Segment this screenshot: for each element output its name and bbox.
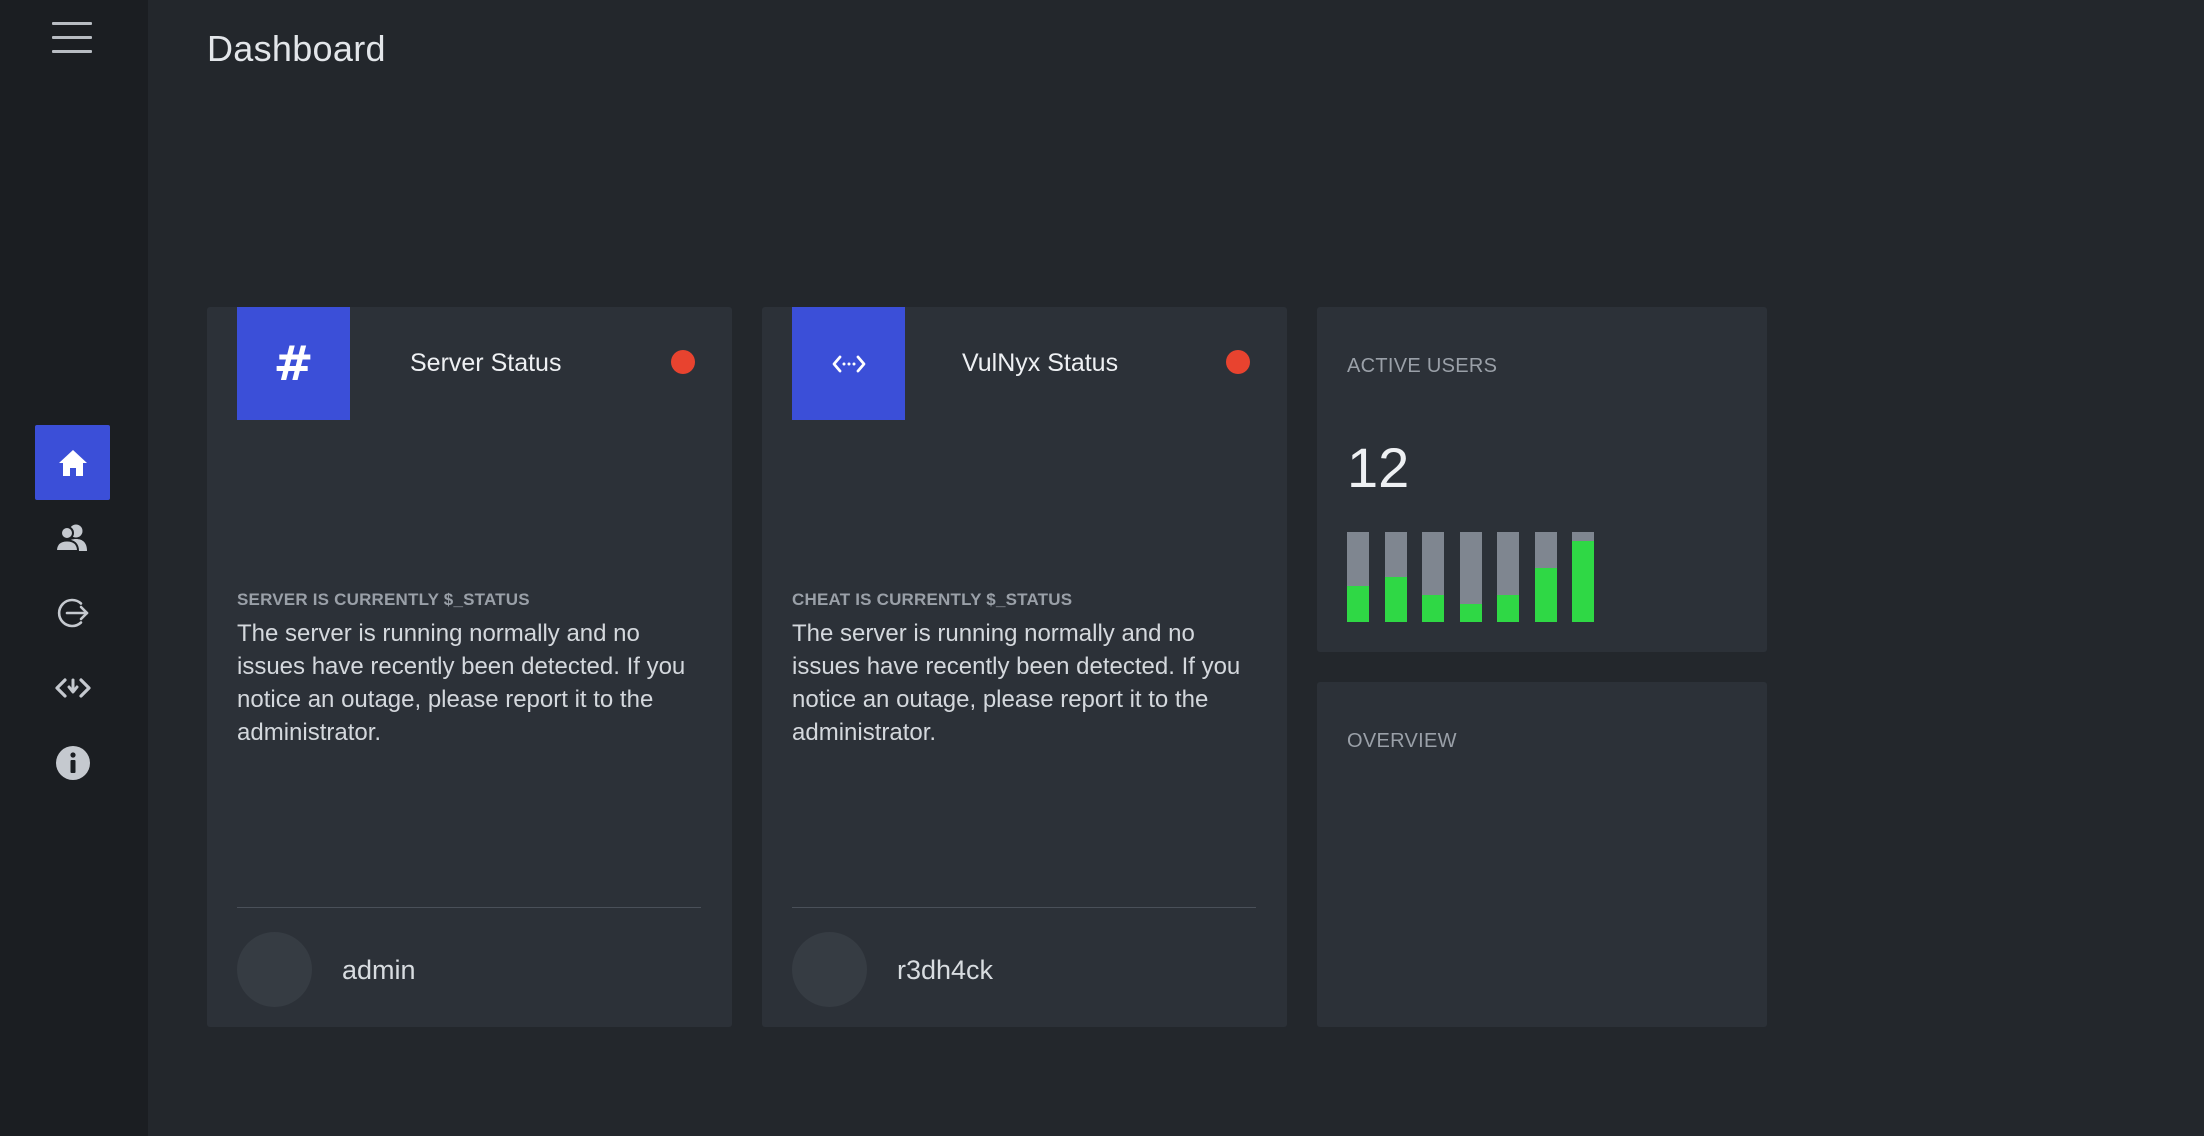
hamburger-menu-icon[interactable] xyxy=(52,22,92,54)
status-indicator xyxy=(671,350,695,374)
sidebar-item-code[interactable] xyxy=(35,650,110,725)
activity-bar xyxy=(1385,532,1407,622)
sidebar-item-users[interactable] xyxy=(35,500,110,575)
status-description: The server is running normally and no is… xyxy=(792,620,1241,746)
status-label: SERVER IS CURRENTLY $_STATUS xyxy=(237,590,530,609)
activity-bar-fill xyxy=(1535,568,1557,622)
status-indicator xyxy=(1226,350,1250,374)
activity-bar xyxy=(1535,532,1557,622)
activity-bar xyxy=(1497,532,1519,622)
activity-bar-fill xyxy=(1572,541,1594,622)
overview-card: OVERVIEW xyxy=(1317,682,1767,1027)
users-icon xyxy=(54,524,87,552)
activity-bar xyxy=(1572,532,1594,622)
status-description: The server is running normally and no is… xyxy=(237,620,686,746)
activity-bar-fill xyxy=(1497,595,1519,622)
activity-bar xyxy=(1460,532,1482,622)
info-icon xyxy=(55,745,90,780)
sidebar-item-info[interactable] xyxy=(35,725,110,800)
card-title: VulNyx Status xyxy=(962,349,1119,377)
divider xyxy=(792,907,1256,908)
activity-bar xyxy=(1422,532,1444,622)
card-heading: ACTIVE USERS xyxy=(1347,355,1498,377)
activity-bar xyxy=(1347,532,1369,622)
divider xyxy=(237,907,701,908)
avatar[interactable] xyxy=(792,932,867,1007)
activity-bar-fill xyxy=(1460,604,1482,622)
sidebar xyxy=(0,0,148,1136)
code-icon xyxy=(54,677,91,698)
username[interactable]: admin xyxy=(342,955,416,985)
active-users-count: 12 xyxy=(1347,436,1410,499)
home-icon xyxy=(58,449,87,476)
sidebar-item-logout[interactable] xyxy=(35,575,110,650)
hash-icon: # xyxy=(237,307,350,420)
status-label: CHEAT IS CURRENTLY $_STATUS xyxy=(792,590,1073,609)
card-title: Server Status xyxy=(410,349,562,377)
active-users-card: ACTIVE USERS 12 xyxy=(1317,307,1767,652)
avatar[interactable] xyxy=(237,932,312,1007)
activity-bar-fill xyxy=(1385,577,1407,622)
activity-bar-fill xyxy=(1422,595,1444,622)
code-arrows-icon xyxy=(832,355,865,372)
code-arrows-icon xyxy=(792,307,905,420)
username[interactable]: r3dh4ck xyxy=(897,955,994,985)
activity-bar-fill xyxy=(1347,586,1369,622)
logout-icon xyxy=(57,598,88,627)
sidebar-item-home[interactable] xyxy=(35,425,110,500)
card-heading: OVERVIEW xyxy=(1347,730,1457,752)
vulnyx-status-card: VulNyx Status CHEAT IS CURRENTLY $_STATU… xyxy=(762,307,1287,1027)
page-title: Dashboard xyxy=(207,28,386,69)
server-status-card: # Server Status SERVER IS CURRENTLY $_ST… xyxy=(207,307,732,1027)
